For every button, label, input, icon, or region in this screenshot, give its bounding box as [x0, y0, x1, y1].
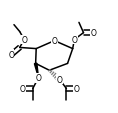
Text: O: O — [72, 36, 77, 45]
Text: O: O — [51, 37, 57, 46]
Text: O: O — [21, 36, 27, 45]
Text: O: O — [36, 74, 41, 82]
Text: O: O — [90, 29, 96, 38]
Text: O: O — [8, 50, 14, 59]
Text: O: O — [20, 84, 25, 93]
Text: O: O — [74, 84, 80, 93]
Polygon shape — [34, 64, 38, 78]
Text: O: O — [57, 75, 63, 84]
